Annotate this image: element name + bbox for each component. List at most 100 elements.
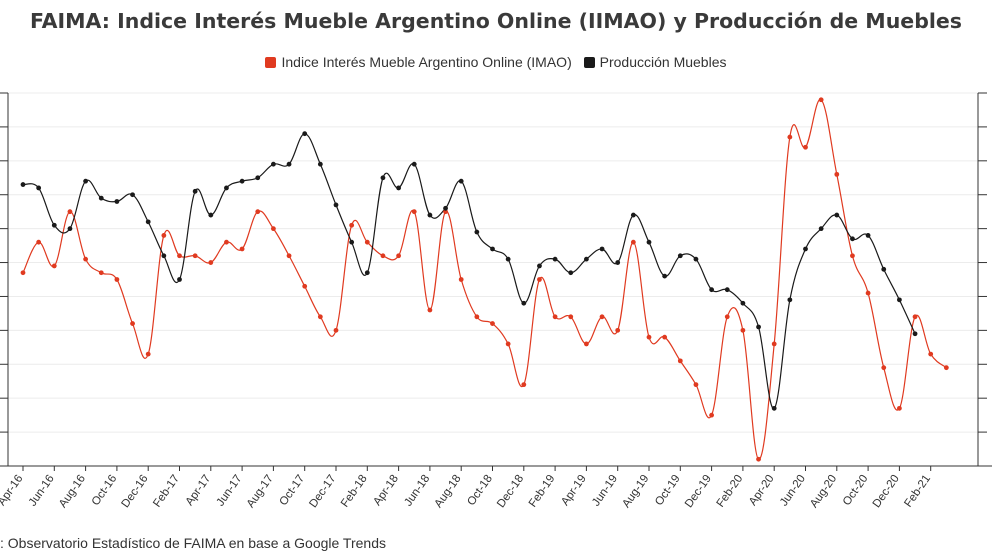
x-tick-label: Jun-17: [215, 473, 245, 509]
data-point-imao: [20, 270, 26, 276]
data-point-imao: [224, 239, 229, 245]
data-point-imao: [928, 351, 934, 357]
data-point-imao: [537, 277, 542, 282]
data-point-produccion: [317, 161, 323, 167]
data-point-imao: [36, 239, 42, 245]
data-point-produccion: [83, 178, 88, 184]
data-point-imao: [724, 314, 730, 320]
data-point-produccion: [349, 239, 355, 245]
data-point-produccion: [130, 192, 135, 198]
data-point-imao: [83, 256, 88, 262]
legend-swatch-imao: [265, 56, 277, 68]
data-point-imao: [756, 456, 761, 462]
data-point-produccion: [818, 226, 824, 232]
data-point-produccion: [380, 175, 386, 181]
data-point-produccion: [834, 212, 840, 218]
data-point-imao: [912, 314, 918, 320]
x-tick-label: Dec-17: [307, 473, 338, 510]
data-point-produccion: [865, 233, 871, 238]
x-tick-label: Aug-17: [245, 473, 276, 510]
data-point-produccion: [912, 331, 918, 337]
data-point-produccion: [740, 300, 746, 306]
data-point-produccion: [36, 185, 42, 191]
data-point-produccion: [302, 131, 308, 137]
x-axis-ticks: Apr-16 Jun-16 Aug-16 Oct-16 Dec-16 Feb-17 Apr-…: [0, 466, 933, 510]
data-point-imao: [67, 209, 73, 215]
x-tick-label: Aug-18: [433, 473, 464, 510]
data-point-imao: [693, 382, 699, 388]
data-point-imao: [818, 97, 824, 103]
data-point-produccion: [630, 212, 636, 218]
data-point-produccion: [458, 178, 464, 184]
data-point-imao: [505, 341, 511, 347]
data-point-produccion: [239, 178, 245, 184]
x-tick-label: Jun-19: [590, 473, 620, 509]
data-point-produccion: [411, 161, 417, 167]
data-point-produccion: [98, 195, 104, 201]
legend-item-imao[interactable]: Indice Interés Mueble Argentino Online (…: [265, 54, 572, 70]
x-tick-label: Dec-16: [120, 473, 151, 510]
data-point-imao: [98, 270, 104, 276]
data-point-produccion: [646, 239, 652, 245]
x-tick-label: Apr-19: [559, 473, 589, 508]
x-tick-label: Dec-20: [871, 473, 902, 510]
data-point-imao: [286, 253, 292, 259]
x-tick-label: Feb-19: [527, 473, 558, 510]
data-point-imao: [380, 253, 386, 259]
data-point-imao: [255, 209, 261, 215]
data-point-produccion: [427, 212, 433, 218]
grid-lines: [8, 92, 978, 433]
data-point-imao: [458, 277, 464, 282]
data-point-imao: [865, 290, 871, 296]
data-point-imao: [897, 405, 902, 411]
x-tick-label: Oct-18: [465, 473, 495, 508]
data-point-produccion: [584, 256, 589, 262]
data-point-imao: [364, 239, 370, 245]
x-tick-label: Apr-17: [184, 473, 214, 508]
data-point-imao: [271, 226, 276, 232]
axes: [0, 92, 992, 467]
x-tick-label: Jun-18: [402, 473, 432, 509]
data-point-produccion: [803, 246, 808, 252]
source-note: : Observatorio Estadístico de FAIMA en b…: [0, 535, 386, 551]
x-tick-label: Jun-16: [27, 473, 57, 509]
data-point-imao: [239, 246, 245, 252]
data-point-produccion: [897, 297, 902, 303]
x-tick-label: Dec-18: [495, 473, 526, 510]
data-point-produccion: [599, 246, 605, 252]
x-tick-label: Apr-18: [371, 473, 401, 508]
data-point-produccion: [364, 270, 370, 276]
x-tick-label: Oct-20: [841, 473, 871, 508]
x-tick-label: Oct-17: [278, 473, 308, 508]
data-point-produccion: [114, 199, 120, 204]
data-point-imao: [568, 314, 574, 320]
data-point-produccion: [192, 188, 198, 194]
data-point-imao: [709, 412, 714, 418]
data-point-imao: [51, 263, 57, 269]
data-point-imao: [521, 382, 527, 388]
data-point-imao: [208, 260, 214, 265]
data-point-produccion: [161, 253, 167, 259]
x-tick-label: Apr-16: [0, 473, 25, 508]
data-point-imao: [850, 253, 855, 259]
data-point-produccion: [537, 263, 542, 269]
data-point-imao: [552, 314, 558, 320]
data-point-produccion: [505, 256, 511, 262]
series-line-imao: [22, 99, 947, 460]
data-point-imao: [427, 307, 433, 313]
data-point-produccion: [615, 260, 621, 265]
x-tick-label: Feb-18: [339, 473, 370, 510]
data-point-produccion: [396, 185, 401, 191]
x-tick-label: Aug-20: [808, 473, 839, 510]
data-point-imao: [177, 253, 182, 259]
legend-item-produccion[interactable]: Producción Muebles: [583, 54, 727, 70]
data-point-imao: [740, 327, 746, 333]
data-point-imao: [490, 321, 495, 326]
data-point-produccion: [271, 161, 276, 167]
x-tick-label: Aug-16: [57, 473, 88, 510]
data-point-produccion: [286, 161, 292, 167]
x-tick-label: Feb-17: [151, 473, 182, 510]
data-point-produccion: [662, 273, 668, 279]
legend-label-imao: Indice Interés Mueble Argentino Online (…: [281, 54, 572, 70]
